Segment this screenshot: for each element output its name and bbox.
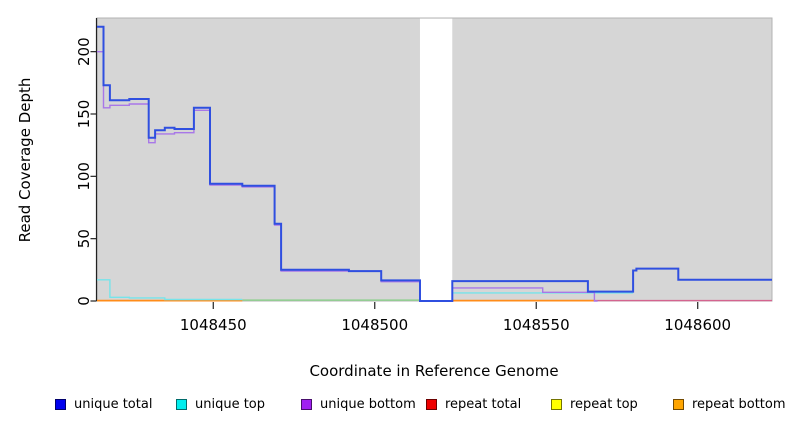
legend-label: unique total [74, 397, 153, 412]
legend-item-unique-bottom: unique bottom [301, 397, 416, 412]
x-tick-label: 1048500 [341, 316, 408, 334]
y-tick-label: 200 [75, 37, 93, 66]
y-tick-label: 150 [75, 100, 93, 129]
legend-swatch [55, 399, 66, 410]
legend-swatch [673, 399, 684, 410]
y-tick-label: 100 [75, 162, 93, 191]
legend-item-unique-top: unique top [176, 397, 265, 412]
legend-swatch [301, 399, 312, 410]
legend-swatch [551, 399, 562, 410]
legend-label: unique top [195, 397, 266, 412]
legend-label: repeat total [445, 397, 522, 412]
coverage-plot: 0 50 100 150 200 1048450 1048500 1048550 1048600 [75, 17, 773, 334]
legend-item-unique-total: unique total [55, 397, 152, 412]
legend-item-repeat-bottom: repeat bottom [673, 397, 786, 412]
legend: unique total unique top unique bottom repea… [0, 397, 792, 419]
legend-swatch [176, 399, 187, 410]
y-tick-label: 0 [75, 296, 93, 306]
legend-label: unique bottom [320, 397, 416, 412]
y-tick-label: 50 [75, 229, 93, 248]
legend-label: repeat bottom [692, 397, 786, 412]
legend-swatch [426, 399, 437, 410]
x-axis-title: Coordinate in Reference Genome [309, 362, 559, 380]
y-axis-title: Read Coverage Depth [16, 77, 34, 243]
x-tick-label: 1048550 [503, 316, 570, 334]
coverage-gap-mask [419, 18, 453, 301]
legend-label: repeat top [570, 397, 638, 412]
x-tick-label: 1048600 [664, 316, 731, 334]
legend-item-repeat-top: repeat top [551, 397, 638, 412]
series-line-unique-total [97, 25, 772, 302]
legend-item-repeat-total: repeat total [426, 397, 521, 412]
x-tick-label: 1048450 [180, 316, 247, 334]
